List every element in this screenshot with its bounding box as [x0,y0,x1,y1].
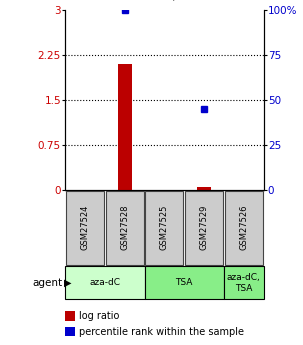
Text: agent: agent [32,278,62,288]
FancyBboxPatch shape [66,190,104,265]
Text: log ratio: log ratio [79,311,120,321]
Text: aza-dC,
TSA: aza-dC, TSA [227,273,261,293]
FancyBboxPatch shape [65,266,145,299]
Text: GSM27526: GSM27526 [239,205,248,250]
Text: GSM27524: GSM27524 [81,205,89,250]
Text: GSM27525: GSM27525 [160,205,169,250]
FancyBboxPatch shape [185,190,223,265]
Text: GSM27528: GSM27528 [120,205,129,250]
Text: GDS920 / 3331: GDS920 / 3331 [112,0,217,2]
Text: ▶: ▶ [64,278,71,288]
FancyBboxPatch shape [145,190,183,265]
FancyBboxPatch shape [225,190,263,265]
FancyBboxPatch shape [106,190,144,265]
Text: GSM27529: GSM27529 [200,205,208,250]
Text: percentile rank within the sample: percentile rank within the sample [79,327,244,336]
Bar [118,64,132,190]
Text: aza-dC: aza-dC [89,278,120,287]
Text: TSA: TSA [175,278,193,287]
FancyBboxPatch shape [224,266,264,299]
Bar [197,187,211,190]
FancyBboxPatch shape [145,266,224,299]
